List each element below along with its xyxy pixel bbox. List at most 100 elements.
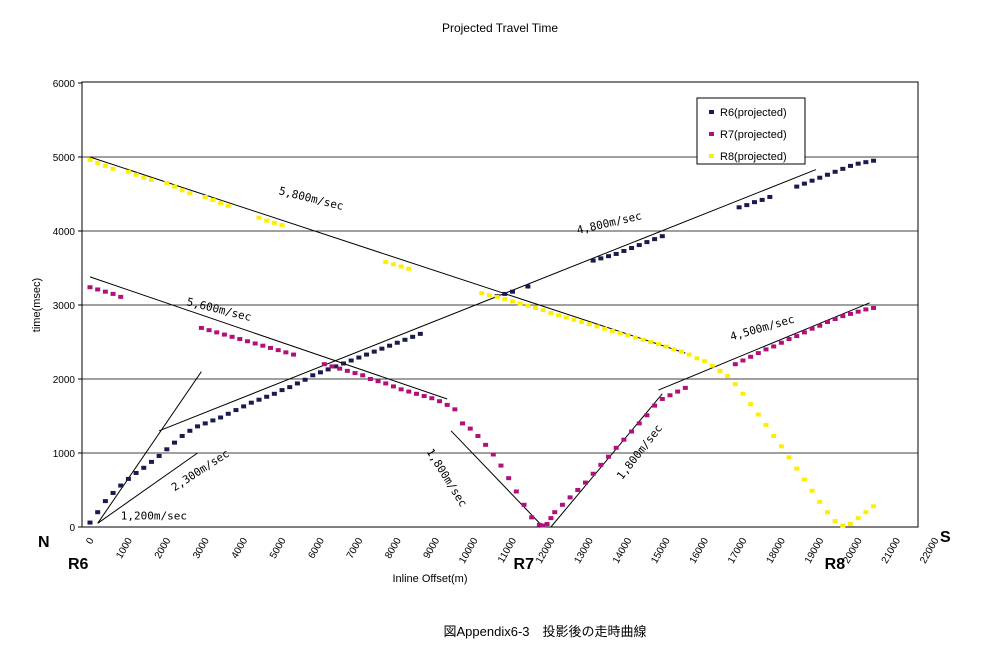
data-point: [218, 200, 224, 205]
data-point: [606, 254, 612, 259]
data-point: [383, 260, 389, 265]
data-point: [671, 347, 677, 352]
data-point: [268, 345, 274, 350]
data-point: [214, 330, 220, 335]
legend-entry: R6(projected): [720, 107, 787, 119]
data-point: [413, 391, 419, 396]
data-point: [732, 362, 738, 367]
trend-line: [450, 430, 544, 528]
data-point: [164, 447, 170, 452]
data-point: [840, 523, 846, 528]
data-point: [352, 371, 358, 376]
data-point: [110, 490, 116, 495]
data-point: [598, 256, 604, 261]
data-point: [271, 220, 277, 225]
data-point: [644, 240, 650, 245]
data-point: [402, 337, 408, 342]
data-point: [241, 404, 247, 409]
data-point: [636, 243, 642, 248]
data-point: [582, 480, 588, 485]
data-point: [848, 163, 853, 168]
data-point: [563, 315, 569, 320]
data-point: [556, 313, 562, 318]
x-tick-label: 17000: [726, 536, 750, 566]
y-tick-label: 2000: [53, 375, 76, 386]
data-point: [540, 523, 546, 528]
data-point: [406, 389, 412, 394]
data-point: [625, 333, 631, 338]
data-point: [525, 284, 531, 289]
data-point: [87, 520, 93, 525]
data-point: [778, 444, 784, 449]
north-marker: N: [38, 534, 50, 551]
x-tick-label: 13000: [572, 536, 596, 566]
data-point: [517, 301, 523, 306]
data-point: [732, 382, 738, 387]
data-point: [621, 248, 627, 253]
data-point: [871, 504, 877, 509]
data-point: [110, 291, 116, 296]
data-point: [87, 285, 93, 290]
data-point: [460, 421, 466, 426]
data-point: [863, 307, 869, 312]
x-tick-label: 16000: [688, 536, 712, 566]
data-point: [663, 344, 669, 349]
data-point: [533, 305, 539, 310]
data-point: [621, 437, 627, 442]
data-point: [237, 337, 243, 342]
data-point: [279, 388, 285, 393]
data-point: [179, 433, 185, 438]
x-tick-label: 8000: [383, 536, 404, 561]
data-point: [452, 407, 458, 412]
trend-line: [97, 371, 202, 524]
x-tick-label: 2000: [153, 536, 174, 561]
data-point: [329, 364, 335, 369]
data-point: [383, 381, 389, 386]
data-point: [644, 413, 650, 418]
data-point: [748, 402, 754, 407]
data-point: [648, 340, 654, 344]
legend-marker: [709, 154, 714, 158]
data-point: [801, 181, 807, 186]
data-point: [367, 377, 373, 381]
data-point: [536, 522, 542, 527]
data-point: [606, 454, 612, 459]
data-point: [187, 428, 193, 433]
data-point: [832, 519, 838, 524]
data-point: [95, 287, 101, 292]
data-point: [494, 294, 500, 299]
legend-entry: R8(projected): [720, 151, 787, 163]
data-point: [337, 366, 343, 371]
data-point: [148, 177, 154, 182]
data-point: [390, 262, 396, 267]
data-point: [817, 499, 823, 504]
data-point: [260, 343, 266, 348]
data-point: [198, 325, 204, 330]
data-point: [467, 426, 473, 431]
data-point: [417, 331, 423, 336]
data-point: [559, 502, 565, 507]
y-tick-label: 4000: [53, 227, 76, 238]
x-tick-label: 1000: [114, 536, 135, 561]
data-point: [702, 359, 708, 364]
data-point: [629, 246, 635, 251]
trend-line: [158, 169, 817, 432]
data-point: [613, 251, 619, 256]
data-point: [694, 356, 700, 361]
data-point: [659, 234, 665, 239]
legend-marker: [709, 110, 714, 114]
data-point: [317, 370, 323, 375]
data-point: [410, 334, 416, 339]
data-point: [759, 197, 765, 202]
data-point: [195, 424, 201, 429]
data-point: [102, 289, 108, 294]
data-point: [809, 178, 815, 183]
data-point: [590, 258, 596, 263]
data-point: [675, 389, 681, 394]
data-point: [164, 180, 170, 185]
trend-line: [89, 276, 448, 400]
data-point: [375, 379, 381, 384]
data-point: [809, 326, 815, 331]
data-point: [763, 422, 769, 427]
x-tick-label: 19000: [803, 536, 827, 566]
